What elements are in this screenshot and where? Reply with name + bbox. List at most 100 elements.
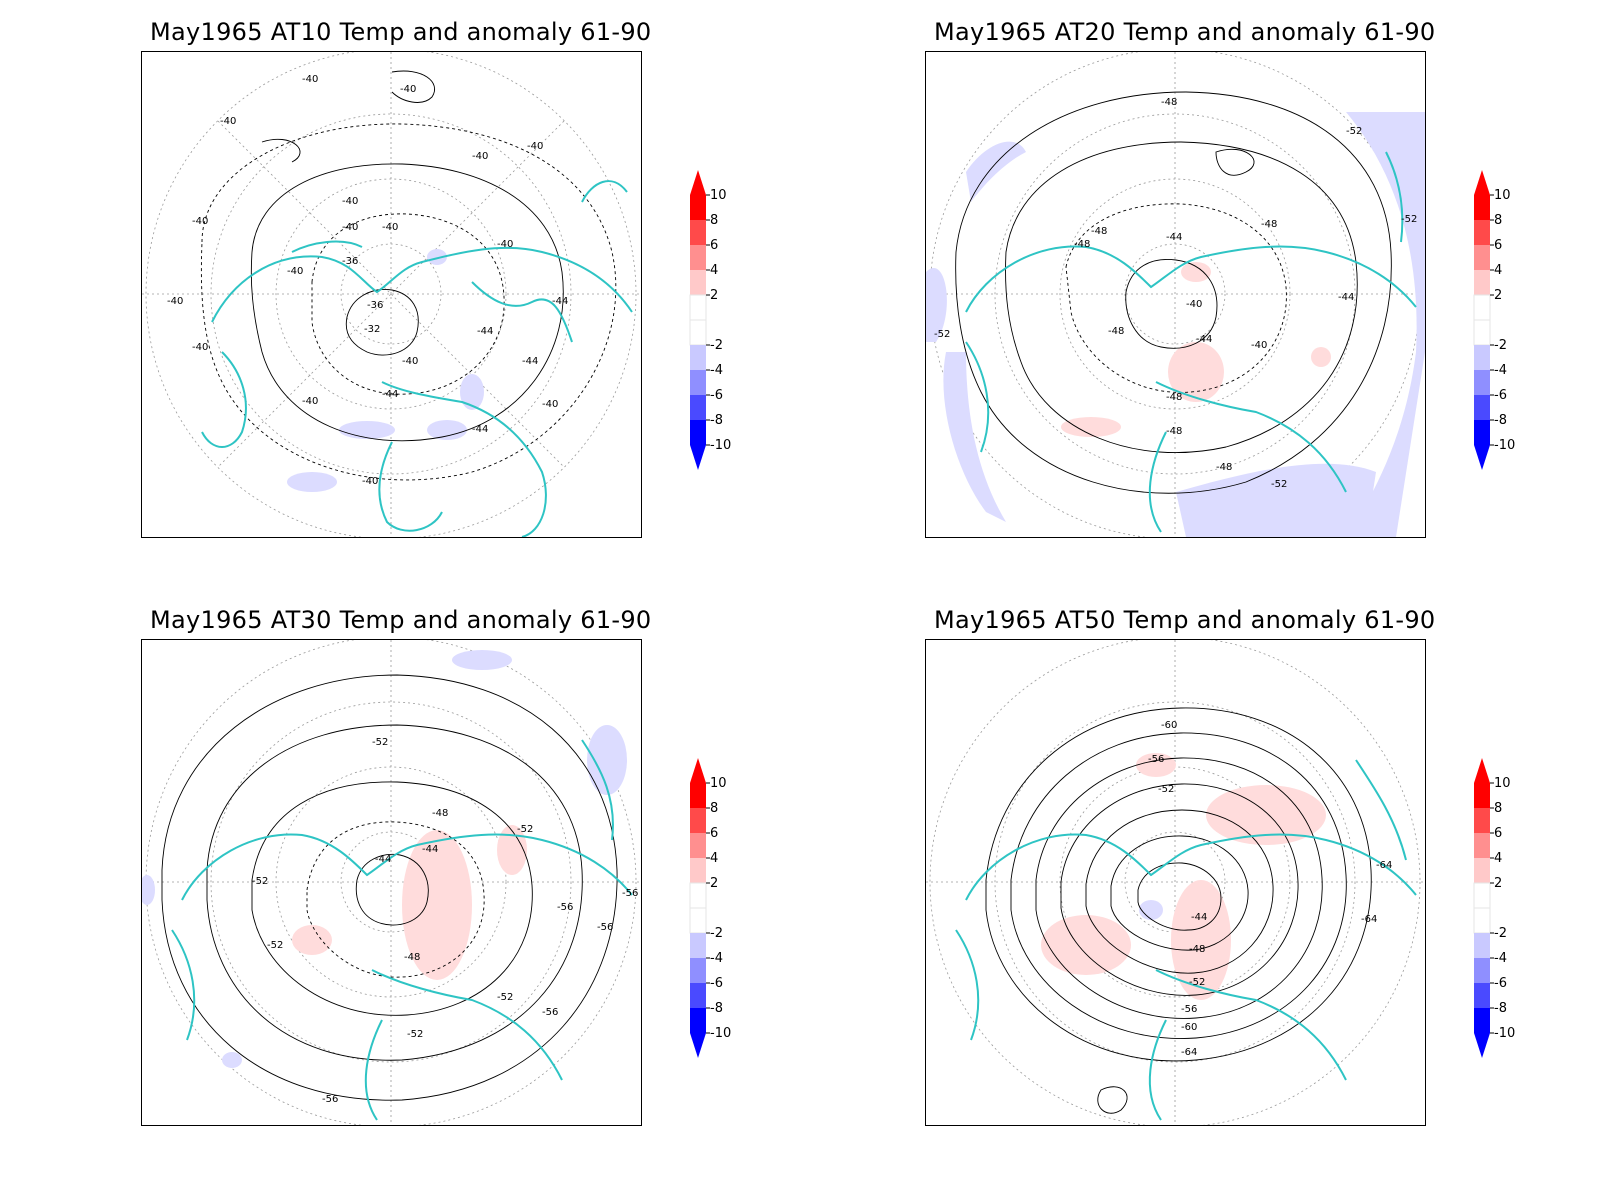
contour-label: -48 (404, 952, 420, 963)
colorbar-segment (690, 420, 706, 445)
contour-label: -56 (542, 1007, 558, 1018)
contour-label: -40 (220, 116, 236, 127)
contour-label: -48 (1091, 226, 1107, 237)
contour-label: -56 (557, 902, 573, 913)
contour-label: -40 (192, 342, 208, 353)
anomaly-shading (1041, 753, 1326, 1000)
colorbar-bottom-arrow (690, 1033, 706, 1058)
contour-label: -52 (252, 876, 268, 887)
colorbar-segment (1474, 983, 1490, 1008)
coastlines (965, 151, 1417, 533)
contour-label: -48 (1108, 326, 1124, 337)
contour-label: -44 (552, 296, 568, 307)
contour-label: -52 (1158, 784, 1174, 795)
contour-label: -44 (477, 326, 493, 337)
contour-label: -44 (382, 389, 398, 400)
map-svg: -48 -48 -48 -48 -48 -48 -48 -44 -44 -44 … (926, 52, 1425, 537)
colorbar-label: 4 (1494, 851, 1502, 866)
polar-map: -60 -56 -52 -44 -48 -52 -56 -60 -64 -64 … (925, 639, 1426, 1126)
map-svg: -52 -52 -52 -52 -52 -52 -48 -48 -44 -44 … (142, 640, 641, 1125)
colorbar-segment (690, 983, 706, 1008)
colorbar-segment (1474, 395, 1490, 420)
colorbar-label: 4 (710, 851, 718, 866)
colorbar-at10: 10 8 6 4 2 -2 -4 -6 -8 -10 (688, 170, 768, 470)
panel-title: May1965 AT50 Temp and anomaly 61-90 (934, 606, 1436, 634)
contour-label: -48 (1074, 239, 1090, 250)
contour-label: -52 (1346, 126, 1362, 137)
contour-label: -40 (362, 476, 378, 487)
contour-label: -56 (1148, 754, 1164, 765)
colorbar-segment (690, 833, 706, 858)
colorbar-label: 4 (710, 263, 718, 278)
contour-label: -40 (302, 396, 318, 407)
colorbar-segment (1474, 420, 1490, 445)
contour-labels: -52 -52 -52 -52 -52 -52 -48 -48 -44 -44 … (252, 737, 638, 1105)
colorbar-at20: 10 8 6 4 2 -2 -4 -6 -8 -10 (1472, 170, 1552, 470)
colorbar-label: -8 (1494, 1001, 1507, 1016)
colorbar-segment (1474, 958, 1490, 983)
lat-lon-grid (142, 640, 641, 1125)
contour-label: -40 (382, 222, 398, 233)
contour-label: -40 (1186, 299, 1202, 310)
anomaly-shading (926, 112, 1425, 537)
colorbar-segment (690, 395, 706, 420)
contour-label: -44 (1338, 292, 1354, 303)
colorbar-svg: 10 8 6 4 2 -2 -4 -6 -8 -10 (689, 170, 731, 470)
contour-label: -40 (402, 356, 418, 367)
colorbar-label: -6 (1494, 976, 1507, 991)
colorbar-bottom-arrow (1474, 1033, 1490, 1058)
colorbar-label: 2 (710, 876, 718, 891)
coastlines (201, 180, 633, 537)
contour-label: -52 (934, 329, 950, 340)
contour-label: -52 (267, 940, 283, 951)
contour-label: -48 (432, 808, 448, 819)
colorbar-segment (689, 907, 707, 934)
coastlines (955, 759, 1417, 1121)
colorbar-segment (1474, 933, 1490, 958)
colorbar-label: -4 (710, 363, 723, 378)
colorbar-segment (1473, 294, 1491, 321)
temperature-contours (161, 674, 618, 1101)
map-svg: -60 -56 -52 -44 -48 -52 -56 -60 -64 -64 … (926, 640, 1425, 1125)
colorbar-segment (690, 933, 706, 958)
colorbar-label: -4 (710, 951, 723, 966)
contour-label: -56 (622, 888, 638, 899)
colorbar-segment (690, 370, 706, 395)
colorbar-label: 4 (1494, 263, 1502, 278)
colorbar-segment (689, 294, 707, 321)
lat-lon-grid (142, 52, 641, 537)
anomaly-shading (142, 650, 627, 1068)
contour-label: -40 (542, 399, 558, 410)
colorbar-segment (1473, 882, 1491, 909)
contour-label: -52 (407, 1029, 423, 1040)
colorbar-label: -6 (710, 388, 723, 403)
colorbar-segment (1474, 833, 1490, 858)
contour-label: -40 (302, 74, 318, 85)
contour-label: -52 (497, 992, 513, 1003)
panel-title: May1965 AT20 Temp and anomaly 61-90 (934, 18, 1436, 46)
colorbar-label: -10 (1494, 1026, 1515, 1041)
colorbar-label: 6 (1494, 238, 1502, 253)
contour-label: -40 (527, 141, 543, 152)
colorbar-segment (690, 270, 706, 295)
colorbar-bottom-arrow (690, 445, 706, 470)
colorbar-segment (1474, 1008, 1490, 1033)
contour-label: -56 (1181, 1004, 1197, 1015)
colorbar-label: -2 (1494, 338, 1507, 353)
colorbar-segment (1474, 370, 1490, 395)
contour-label: -48 (1261, 219, 1277, 230)
colorbar-segment (689, 319, 707, 346)
coastlines (171, 739, 633, 1121)
colorbar-label: 10 (710, 188, 727, 203)
colorbar-segment (690, 1008, 706, 1033)
contour-label: -40 (342, 196, 358, 207)
colorbar-segment (1474, 345, 1490, 370)
contour-labels: -40 -40 -40 -40 -40 -40 -40 -40 -40 -40 … (167, 74, 568, 487)
colorbar-segment (689, 882, 707, 909)
colorbar-label: 8 (710, 801, 718, 816)
contour-label: -44 (522, 356, 538, 367)
temperature-contours (985, 707, 1372, 1114)
colorbar-segment (690, 958, 706, 983)
colorbar-label: -4 (1494, 363, 1507, 378)
colorbar-label: -10 (710, 1026, 731, 1041)
